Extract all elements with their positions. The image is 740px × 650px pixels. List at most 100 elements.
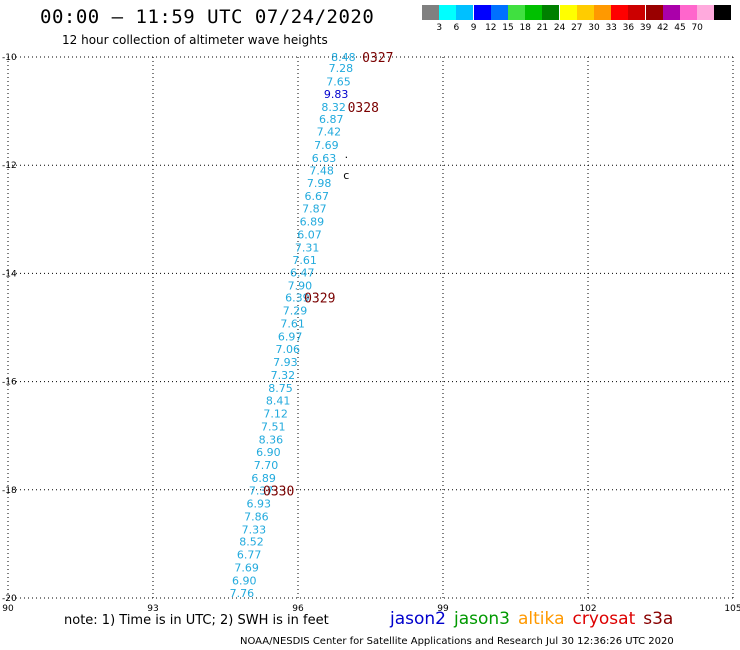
color-scale-label: 27 xyxy=(571,23,583,33)
wave-height-value: 8.52 xyxy=(239,536,264,549)
credit-line: NOAA/NESDIS Center for Satellite Applica… xyxy=(240,636,674,647)
color-swatch xyxy=(439,5,457,20)
wave-height-value: 7.93 xyxy=(273,356,298,369)
track-marker: · xyxy=(345,151,349,164)
wave-height-value: 7.33 xyxy=(242,523,267,536)
color-scale-label: 33 xyxy=(605,23,617,33)
color-scale-label: 30 xyxy=(588,23,600,33)
legend-entry-jason2: jason2 xyxy=(390,609,446,629)
legend-entry-altika: altika xyxy=(518,609,565,629)
wave-height-value: 7.32 xyxy=(271,369,296,382)
color-swatch xyxy=(628,5,646,20)
lat-tick-label: -18 xyxy=(2,486,17,496)
satellite-legend: jason2 jason3 altika cryosat s3a xyxy=(390,609,681,629)
wave-height-value: 6.47 xyxy=(290,266,315,279)
wave-height-value: 7.51 xyxy=(261,421,286,434)
color-swatch xyxy=(576,5,594,20)
color-swatch xyxy=(542,5,560,20)
color-swatch xyxy=(490,5,508,20)
wave-height-value: 7.48 xyxy=(309,165,334,178)
wave-height-value: 8.75 xyxy=(268,382,293,395)
color-scale-label: 18 xyxy=(519,23,531,33)
wave-height-value: 6.89 xyxy=(300,215,325,228)
color-swatch xyxy=(594,5,611,20)
wave-height-value: 7.42 xyxy=(317,126,342,139)
color-scale-label: 45 xyxy=(674,23,686,33)
wave-height-value: 7.06 xyxy=(276,343,301,356)
lat-tick-label: -14 xyxy=(2,269,17,279)
wave-height-value: 7.98 xyxy=(307,177,332,190)
legend-entry-jason3: jason3 xyxy=(454,609,510,629)
color-swatch xyxy=(697,5,715,20)
wave-height-value: 8.41 xyxy=(266,395,291,408)
color-swatch xyxy=(473,5,491,20)
wave-height-value: 7.61 xyxy=(280,318,305,331)
wave-height-value: 7.29 xyxy=(283,305,308,318)
pass-time-label: 0329 xyxy=(304,292,335,307)
wave-height-value: 6.67 xyxy=(305,190,330,203)
track-marker: c xyxy=(343,169,349,182)
lat-tick-label: -20 xyxy=(2,594,17,604)
lon-tick-label: 96 xyxy=(292,604,304,614)
color-scale-label: 70 xyxy=(691,23,703,33)
lon-tick-label: 99 xyxy=(437,604,449,614)
pass-time-label: 0328 xyxy=(348,101,379,116)
wave-height-value: 7.87 xyxy=(302,202,327,215)
legend-entry-cryosat: cryosat xyxy=(572,609,636,629)
color-scale-label: 9 xyxy=(470,23,477,33)
wave-height-value: 8.48 xyxy=(331,51,356,64)
color-swatch xyxy=(714,5,732,20)
lat-tick-label: -10 xyxy=(2,53,17,63)
wave-height-value: 7.86 xyxy=(244,510,269,523)
wave-height-value: 6.87 xyxy=(319,113,344,126)
wave-height-value: 6.93 xyxy=(247,497,272,510)
color-swatch xyxy=(422,5,439,20)
wave-height-value: 7.69 xyxy=(234,562,259,575)
color-scale-label: 12 xyxy=(485,23,497,33)
color-scale-label: 6 xyxy=(453,23,460,33)
wave-height-value: 6.90 xyxy=(232,575,257,588)
map-subtitle: 12 hour collection of altimeter wave hei… xyxy=(62,33,328,47)
wave-height-value: 6.39 xyxy=(285,292,310,305)
pass-time-label: 0327 xyxy=(362,51,393,66)
color-swatch xyxy=(645,5,663,20)
map-title: 00:00 – 11:59 UTC 07/24/2020 xyxy=(40,6,375,28)
footer-note: note: 1) Time is in UTC; 2) SWH is in fe… xyxy=(64,613,329,628)
legend-entry-s3a: s3a xyxy=(643,609,674,629)
wave-height-value: 7.37 xyxy=(249,484,274,497)
lat-tick-label: -12 xyxy=(2,161,17,171)
color-scale-label: 42 xyxy=(657,23,669,33)
color-swatch xyxy=(508,5,525,20)
wave-height-value: 7.70 xyxy=(254,459,279,472)
lon-tick-label: 93 xyxy=(147,604,158,614)
wave-height-value: 8.36 xyxy=(259,433,284,446)
wave-height-value: 7.12 xyxy=(263,408,288,421)
pass-time-label: 0330 xyxy=(263,484,294,499)
color-swatch xyxy=(662,5,680,20)
wave-height-value: 7.65 xyxy=(326,75,351,88)
wave-height-value: 6.97 xyxy=(278,331,303,344)
color-scale-label: 3 xyxy=(436,23,443,33)
wave-height-value: 6.63 xyxy=(312,152,337,165)
lon-tick-label: 90 xyxy=(2,604,14,614)
color-swatch xyxy=(559,5,577,20)
wave-height-value: 7.69 xyxy=(314,139,339,152)
wave-height-value: 6.90 xyxy=(256,446,281,459)
wave-height-value: 7.90 xyxy=(288,279,313,292)
lon-tick-label: 102 xyxy=(579,604,596,614)
color-swatch xyxy=(611,5,629,20)
wave-height-value: 7.61 xyxy=(292,254,317,267)
color-scale-label: 39 xyxy=(639,23,652,33)
color-scale-label: 21 xyxy=(536,23,549,33)
color-scale-label: 36 xyxy=(622,23,635,33)
lon-tick-label: 105 xyxy=(724,604,740,614)
color-swatch xyxy=(456,5,474,20)
color-swatch xyxy=(680,5,697,20)
color-scale-label: 24 xyxy=(553,23,566,33)
lat-tick-label: -16 xyxy=(2,378,17,388)
wave-height-value: 6.89 xyxy=(251,472,276,485)
color-swatch xyxy=(525,5,543,20)
wave-height-value: 7.31 xyxy=(295,241,320,254)
wave-height-value: 9.83 xyxy=(324,88,349,101)
